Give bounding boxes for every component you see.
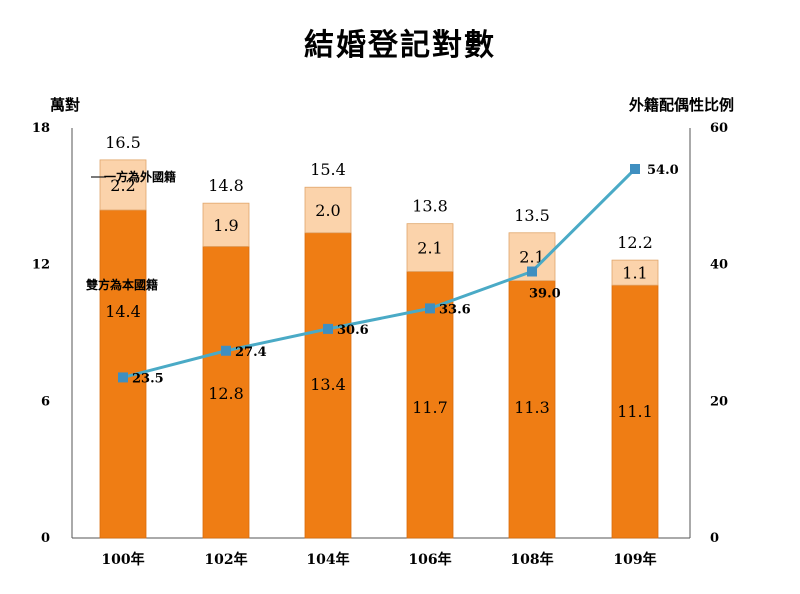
x-category-label: 100年: [101, 551, 144, 568]
bar-foreign-label: 1.1: [622, 264, 647, 283]
ratio-label: 30.6: [337, 323, 369, 338]
ratio-line: 23.5 27.4 30.6 33.6 39.0 54.0: [118, 163, 679, 386]
bar-foreign-label: 2.2: [110, 176, 135, 195]
y-tick-label: 0: [41, 531, 50, 546]
ratio-marker: [425, 303, 435, 314]
ratio-line-path: [122, 167, 637, 379]
bar-domestic: [304, 232, 352, 539]
bar-domestic: [611, 284, 659, 539]
chart-title: 結婚登記對數: [304, 28, 496, 63]
x-category-label: 108年: [510, 551, 553, 568]
y-axis-label: 萬對: [50, 96, 80, 114]
x-category-label: 104年: [306, 551, 349, 568]
x-category-label: 109年: [613, 551, 656, 568]
bar-foreign: [202, 202, 250, 247]
bar-domestic: [406, 271, 454, 539]
y-axis-ticks: 0 6 12 18: [32, 121, 50, 546]
y2-axis-label: 外籍配偶性比例: [628, 96, 734, 114]
bar-domestic-label: 12.8: [208, 384, 244, 403]
ratio-marker: [118, 372, 128, 383]
bar-foreign-label: 2.0: [315, 201, 340, 220]
y2-tick-label: 40: [710, 258, 728, 273]
y2-tick-label: 0: [710, 531, 719, 546]
bar-foreign: [304, 186, 352, 234]
x-axis-categories: 100年 102年 104年 106年 108年 109年: [101, 551, 656, 568]
ratio-label: 33.6: [439, 302, 471, 317]
annotation-foreign: 一方為外國籍: [104, 169, 176, 184]
bar-domestic: [508, 280, 556, 539]
bar-domestic-label: 11.7: [412, 398, 448, 417]
ratio-label: 27.4: [235, 345, 267, 360]
x-category-label: 102年: [204, 551, 247, 568]
bar-domestic-label: 11.1: [617, 402, 653, 421]
ratio-label: 39.0: [529, 287, 561, 302]
y-tick-label: 18: [32, 121, 50, 136]
bar-foreign-label: 2.1: [417, 239, 442, 258]
bar-domestic: [202, 246, 250, 539]
bar-total-label: 13.5: [514, 206, 550, 225]
ratio-marker: [630, 164, 640, 174]
bar-total-label: 16.5: [105, 133, 141, 152]
ratio-label: 54.0: [647, 163, 679, 178]
bar-foreign: [99, 159, 147, 211]
ratio-marker: [527, 266, 537, 277]
bar-total-label: 12.2: [617, 233, 653, 252]
y2-tick-label: 20: [710, 394, 728, 409]
ratio-marker: [221, 345, 231, 356]
bar-domestic-label: 13.4: [310, 375, 346, 394]
bar-total-label: 14.8: [208, 176, 244, 195]
bar-total-label: 13.8: [412, 197, 448, 216]
bar-foreign-label: 2.1: [519, 248, 544, 267]
bar-foreign: [611, 259, 659, 286]
bar-foreign: [406, 223, 454, 272]
bar-foreign-label: 1.9: [213, 216, 238, 235]
x-category-label: 106年: [408, 551, 451, 568]
ratio-label: 23.5: [132, 371, 164, 386]
bar-total-label: 15.4: [310, 160, 346, 179]
y2-axis-ticks: 0 20 40 60: [710, 121, 728, 546]
y2-tick-label: 60: [710, 121, 728, 136]
bar-domestic-label: 14.4: [105, 302, 141, 321]
bars: 2.2 14.4 16.5 1.9 12.8 14.8 2.0 13.4 15.4 2.1 11.7…: [99, 133, 659, 539]
y-tick-label: 12: [32, 258, 50, 273]
bar-domestic-label: 11.3: [514, 398, 550, 417]
annotation-domestic: 雙方為本國籍: [86, 277, 158, 292]
ratio-marker: [323, 323, 333, 334]
y-tick-label: 6: [41, 394, 50, 409]
